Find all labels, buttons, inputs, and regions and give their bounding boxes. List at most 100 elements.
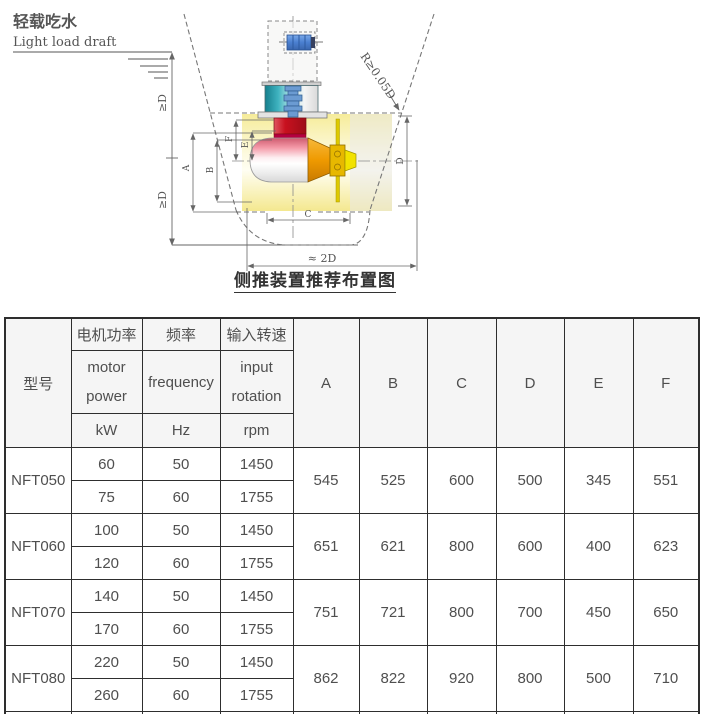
col-header-dim-d: D [495,317,565,448]
radius-label: R≥0.05D [358,50,399,102]
kw-cell: 220 [70,645,143,679]
submergence-top-label: ≥D [156,94,169,112]
col-header-dim-a: A [292,317,360,448]
kw-cell: 100 [70,513,143,547]
header-row-units: kW Hz rpm [5,413,699,448]
col-header-dim-c: C [426,317,497,448]
kw-cell: 140 [70,579,143,613]
col-header-dim-e: E [563,317,634,448]
rpm-cell: 1755 [219,480,294,514]
rpm-cell: 1755 [219,612,294,646]
kw-cell: 60 [70,447,143,481]
table-row-partial [4,711,700,714]
dim-e-cell: 500 [563,645,634,712]
col-header-model: 型号 [4,317,72,448]
col-header-rotation-unit: rpm [219,413,294,448]
dim-c-cell: 800 [426,579,497,646]
hz-cell: 60 [141,678,221,712]
waterline-group [13,51,172,79]
dim-f-cell: 623 [632,513,700,580]
dim-a-cell: 545 [292,447,360,514]
hz-cell: 60 [141,546,221,580]
dim-f-cell [632,711,700,714]
col-header-dim-f: F [632,317,700,448]
hz-cell: 60 [141,480,221,514]
col-header-power-en: motor power [70,350,143,414]
dim-a-cell: 751 [292,579,360,646]
dim-a-label: A [182,164,192,172]
rpm-cell: 1450 [219,579,294,613]
dim-f-label: F [225,136,235,142]
rpm-cell: 1450 [219,645,294,679]
col-header-freq-en: frequency [141,350,221,414]
dim-d-cell: 800 [495,645,565,712]
hz-cell: 60 [141,612,221,646]
hz-cell: 50 [141,645,221,679]
dim-d-label: D [396,157,406,164]
dim-c-label: C [305,210,312,220]
model-cell: NFT050 [4,447,72,514]
kw-cell: 260 [70,678,143,712]
table-row: 75 60 1755 [5,480,699,514]
shaft-coupling-icon [283,85,303,118]
model-cell: NFT070 [4,579,72,646]
col-header-rotation-en: input rotation [219,350,294,414]
rpm-cell: 1450 [219,447,294,481]
table-row: NFT060 100 50 1450 651 621 800 600 400 6… [4,513,700,580]
table-row: 170 60 1755 [5,612,699,646]
table-row: 260 60 1755 [5,678,699,712]
rotation-en-line1: input [240,359,273,376]
dim-b-label: B [206,166,216,173]
dim-e-cell: 400 [563,513,634,580]
diagram-caption-text: 侧推装置推荐布置图 [234,266,396,293]
dim-c-cell: 920 [426,645,497,712]
rotation-en-line2: rotation [231,388,282,405]
dim-c-cell: 800 [426,513,497,580]
dim-b-cell: 525 [358,447,428,514]
table-row: NFT080 220 50 1450 862 822 920 800 500 7… [4,645,700,712]
dim-f-cell: 710 [632,645,700,712]
dim-b-cell: 822 [358,645,428,712]
dim-b-cell: 721 [358,579,428,646]
dim-a-cell: 862 [292,645,360,712]
hz-cell: 50 [141,513,221,547]
hz-cell: 50 [141,447,221,481]
col-header-power-unit: kW [70,413,143,448]
col-header-dim-b: B [358,317,428,448]
power-en-line1: motor [87,359,126,376]
submergence-bottom-label: ≥D [156,191,169,209]
header-row-en: motor power frequency input rotation [5,350,699,414]
kw-cell: 120 [70,546,143,580]
table-row: NFT050 60 50 1450 545 525 600 500 345 55… [4,447,700,514]
col-header-freq-cn: 频率 [141,317,221,351]
col-header-rotation-cn: 输入转速 [219,317,294,351]
diagram-caption: 侧推装置推荐布置图 [205,266,425,293]
thruster-pod [249,117,357,203]
propeller-hub [329,144,346,177]
model-cell: NFT080 [4,645,72,712]
rpm-cell: 1450 [219,513,294,547]
model-cell: NFT060 [4,513,72,580]
thruster-spec-table: 型号 电机功率 频率 输入转速 A B C D E F motor power … [4,317,700,714]
hull-outline [183,13,435,246]
col-header-power-cn: 电机功率 [70,317,143,351]
dim-d-cell: 600 [495,513,565,580]
light-load-draft-cn: 轻载吃水 [13,12,78,31]
dim-d-cell: 500 [495,447,565,514]
light-load-draft-en: Light load draft [13,35,117,50]
dim-b-cell: 621 [358,513,428,580]
dim-f-cell: 551 [632,447,700,514]
rpm-cell: 1755 [219,546,294,580]
hub-cap-cone [344,149,357,172]
dim-f-cell: 650 [632,579,700,646]
rpm-cell: 1755 [219,678,294,712]
electric-motor-icon [279,31,323,54]
dim-d-cell: 700 [495,579,565,646]
dimension-lines [190,115,418,271]
dim-e-cell: 345 [563,447,634,514]
motor-compartment-box [267,20,318,82]
power-en-line2: power [86,388,127,405]
dim-c-cell: 600 [426,447,497,514]
table-row: NFT070 140 50 1450 751 721 800 700 450 6… [4,579,700,646]
